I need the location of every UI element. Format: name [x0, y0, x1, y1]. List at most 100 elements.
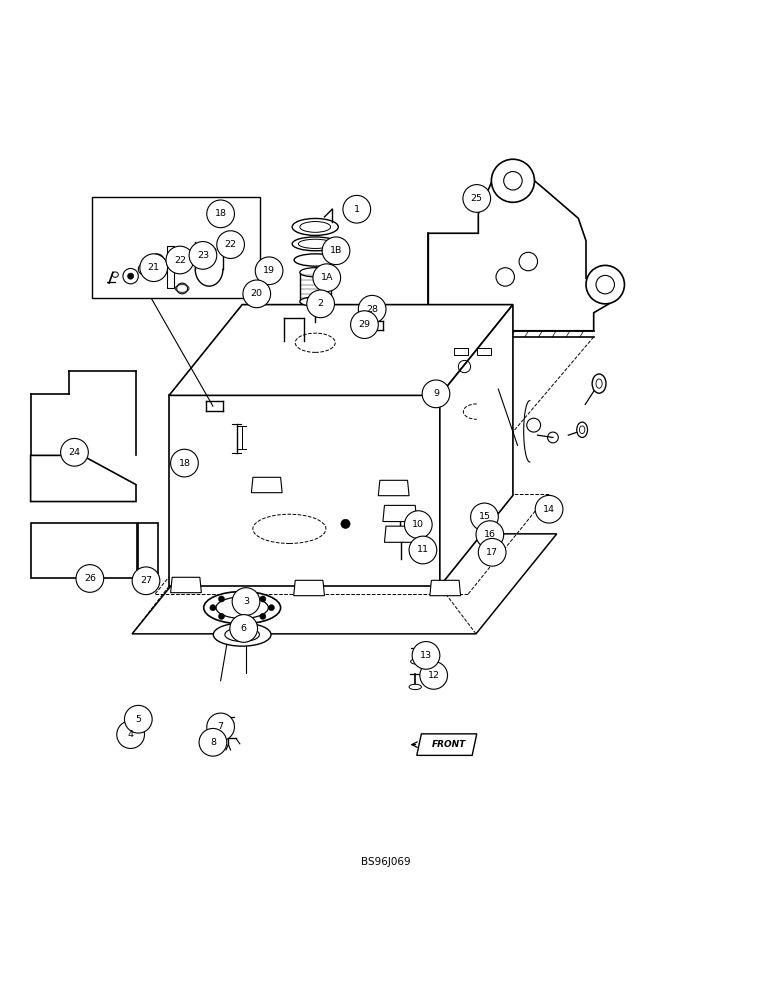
Circle shape: [476, 521, 503, 548]
Text: 15: 15: [479, 512, 490, 521]
Circle shape: [140, 254, 168, 282]
Circle shape: [239, 592, 245, 598]
Text: 22: 22: [174, 256, 186, 265]
Bar: [92, 197, 260, 298]
Ellipse shape: [213, 623, 271, 646]
Circle shape: [239, 617, 245, 623]
Circle shape: [210, 605, 216, 611]
Ellipse shape: [592, 374, 606, 393]
Circle shape: [422, 380, 450, 408]
Text: 13: 13: [420, 651, 432, 660]
Ellipse shape: [292, 218, 338, 235]
Text: 1A: 1A: [320, 273, 333, 282]
Polygon shape: [430, 580, 461, 596]
Polygon shape: [417, 734, 477, 755]
Circle shape: [535, 495, 563, 523]
Circle shape: [218, 613, 225, 619]
Circle shape: [76, 565, 103, 592]
Text: 16: 16: [484, 530, 496, 539]
Bar: [138, 523, 157, 578]
Circle shape: [496, 268, 514, 286]
Text: 29: 29: [358, 320, 371, 329]
Text: 28: 28: [366, 305, 378, 314]
Text: 20: 20: [251, 289, 262, 298]
Text: 14: 14: [543, 505, 555, 514]
Polygon shape: [383, 505, 417, 522]
Text: 5: 5: [135, 715, 141, 724]
Circle shape: [586, 265, 625, 304]
Circle shape: [207, 713, 235, 741]
Bar: [31, 523, 137, 578]
Polygon shape: [428, 233, 479, 315]
Circle shape: [405, 511, 432, 538]
Ellipse shape: [300, 268, 330, 277]
Circle shape: [149, 254, 164, 269]
Text: 22: 22: [225, 240, 236, 249]
Circle shape: [199, 728, 227, 756]
Text: 27: 27: [140, 576, 152, 585]
Bar: [477, 348, 491, 355]
Ellipse shape: [225, 628, 259, 642]
Circle shape: [117, 721, 144, 748]
Circle shape: [218, 596, 225, 602]
Circle shape: [132, 567, 160, 595]
Ellipse shape: [409, 684, 422, 690]
Circle shape: [127, 273, 134, 279]
Text: 26: 26: [84, 574, 96, 583]
Circle shape: [527, 418, 540, 432]
Circle shape: [471, 503, 498, 531]
Circle shape: [256, 257, 283, 285]
Circle shape: [492, 159, 534, 202]
Circle shape: [409, 536, 437, 564]
Text: BS96J069: BS96J069: [361, 857, 411, 867]
Text: 1: 1: [354, 205, 360, 214]
Circle shape: [479, 538, 506, 566]
Circle shape: [243, 280, 271, 308]
Text: 17: 17: [486, 548, 498, 557]
Text: 9: 9: [433, 389, 439, 398]
Text: 23: 23: [197, 251, 209, 260]
Polygon shape: [169, 305, 513, 395]
Text: 1B: 1B: [330, 246, 342, 255]
Circle shape: [189, 242, 217, 269]
Polygon shape: [31, 455, 136, 502]
Text: 18: 18: [178, 459, 191, 468]
Text: 12: 12: [428, 671, 440, 680]
Circle shape: [61, 438, 88, 466]
Circle shape: [232, 588, 260, 615]
Text: 19: 19: [263, 266, 275, 275]
Bar: [167, 246, 174, 288]
Ellipse shape: [223, 719, 234, 727]
Ellipse shape: [577, 422, 587, 437]
Circle shape: [154, 258, 160, 265]
Text: 21: 21: [147, 263, 160, 272]
Polygon shape: [252, 477, 282, 493]
Circle shape: [358, 295, 386, 323]
Polygon shape: [384, 526, 418, 542]
Text: FRONT: FRONT: [432, 740, 466, 749]
Circle shape: [217, 231, 245, 258]
Circle shape: [322, 237, 350, 265]
Text: 25: 25: [471, 194, 482, 203]
Ellipse shape: [411, 659, 423, 664]
Text: 18: 18: [215, 209, 227, 218]
Text: 24: 24: [69, 448, 80, 457]
Polygon shape: [171, 577, 201, 593]
Text: 2: 2: [317, 299, 323, 308]
Polygon shape: [440, 305, 513, 586]
Circle shape: [412, 642, 440, 669]
Circle shape: [259, 596, 266, 602]
Circle shape: [123, 268, 138, 284]
Polygon shape: [428, 169, 613, 331]
Circle shape: [230, 615, 258, 642]
Text: 10: 10: [412, 520, 425, 529]
Polygon shape: [293, 580, 324, 596]
Text: 3: 3: [243, 597, 249, 606]
Text: 4: 4: [127, 730, 134, 739]
Ellipse shape: [300, 297, 330, 306]
Circle shape: [259, 613, 266, 619]
Ellipse shape: [204, 592, 280, 624]
Polygon shape: [378, 480, 409, 496]
Circle shape: [207, 200, 235, 228]
Circle shape: [463, 185, 491, 212]
